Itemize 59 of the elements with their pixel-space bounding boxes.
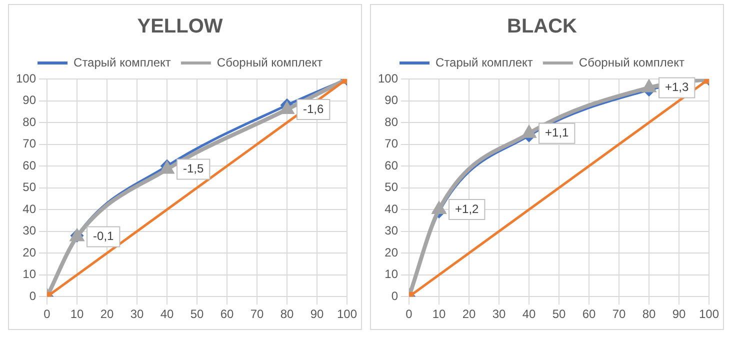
x-tick-label: 40 bbox=[522, 307, 536, 322]
point bbox=[280, 102, 294, 114]
y-tick-label: 80 bbox=[22, 114, 36, 129]
y-tick-label: 0 bbox=[391, 288, 398, 303]
legend-label: Старый комплект bbox=[436, 55, 534, 70]
y-tick-label: 30 bbox=[384, 224, 398, 238]
x-tick-label: 70 bbox=[612, 307, 626, 322]
y-tick-label: 20 bbox=[22, 245, 36, 260]
x-tick-label: 50 bbox=[552, 307, 566, 322]
annotation: -1,6 bbox=[303, 102, 324, 116]
y-tick-label: 100 bbox=[16, 71, 36, 86]
annotation: +1,3 bbox=[665, 80, 690, 94]
legend-label: Сборный комплект bbox=[216, 55, 323, 70]
y-tick-label: 50 bbox=[384, 180, 398, 194]
chart-title: BLACK bbox=[507, 16, 578, 38]
y-tick-label: 0 bbox=[29, 288, 36, 303]
y-tick-label: 70 bbox=[22, 136, 36, 151]
y-tick-label: 50 bbox=[22, 180, 36, 194]
y-tick-label: 10 bbox=[384, 267, 398, 282]
x-tick-label: 90 bbox=[672, 307, 686, 322]
x-tick-label: 20 bbox=[100, 307, 114, 322]
x-tick-label: 10 bbox=[432, 307, 446, 322]
annotation: -1,5 bbox=[183, 162, 204, 176]
y-tick-label: 60 bbox=[22, 158, 36, 172]
x-tick-label: 0 bbox=[406, 307, 413, 322]
legend-label: Сборный комплект bbox=[578, 55, 685, 70]
point bbox=[522, 126, 536, 138]
x-tick-label: 80 bbox=[642, 307, 656, 322]
y-tick-label: 60 bbox=[384, 158, 398, 172]
y-tick-label: 40 bbox=[384, 202, 398, 216]
x-tick-label: 60 bbox=[220, 307, 234, 322]
x-tick-label: 30 bbox=[130, 307, 144, 322]
annotation: +1,1 bbox=[545, 126, 570, 140]
y-tick-label: 80 bbox=[384, 114, 398, 129]
x-tick-label: 20 bbox=[462, 307, 476, 322]
point bbox=[642, 80, 656, 92]
y-tick-label: 90 bbox=[22, 93, 36, 108]
x-tick-label: 90 bbox=[310, 307, 324, 322]
x-tick-label: 70 bbox=[250, 307, 264, 322]
y-tick-label: 70 bbox=[384, 136, 398, 151]
y-tick-label: 40 bbox=[22, 202, 36, 216]
x-tick-label: 0 bbox=[44, 307, 51, 322]
y-tick-label: 20 bbox=[384, 245, 398, 260]
x-tick-label: 80 bbox=[280, 307, 294, 322]
chart-title: YELLOW bbox=[137, 16, 223, 38]
legend-label: Старый комплект bbox=[74, 55, 172, 70]
x-tick-label: 30 bbox=[492, 307, 506, 322]
annotation: +1,2 bbox=[455, 202, 480, 216]
x-tick-label: 10 bbox=[70, 307, 84, 322]
x-tick-label: 50 bbox=[190, 307, 204, 322]
x-tick-label: 40 bbox=[160, 307, 174, 322]
x-tick-label: 100 bbox=[336, 307, 358, 322]
y-tick-label: 100 bbox=[378, 71, 398, 86]
y-tick-label: 30 bbox=[22, 224, 36, 238]
y-tick-label: 10 bbox=[22, 267, 36, 282]
y-tick-label: 90 bbox=[384, 93, 398, 108]
x-tick-label: 100 bbox=[698, 307, 720, 322]
annotation: -0,1 bbox=[93, 229, 114, 244]
x-tick-label: 60 bbox=[582, 307, 596, 322]
